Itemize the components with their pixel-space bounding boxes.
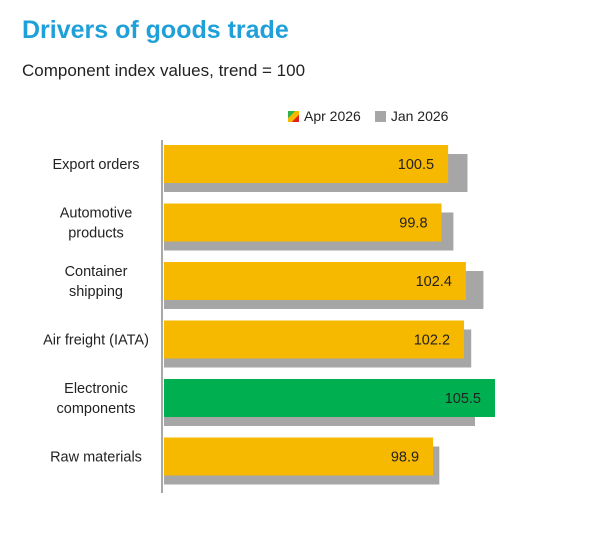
legend-item-current: Apr 2026 — [288, 108, 361, 124]
category-label-line: Container — [65, 264, 128, 280]
bar-apr-2026 — [164, 203, 442, 242]
bar-value-label: 105.5 — [445, 391, 481, 407]
category-label-line: products — [68, 226, 124, 242]
current-bars-group — [164, 145, 495, 476]
chart-subtitle: Component index values, trend = 100 — [22, 61, 306, 80]
bar-apr-2026 — [164, 145, 449, 183]
legend-swatch-prior — [374, 110, 386, 122]
chart-title: Drivers of goods trade — [22, 16, 289, 44]
bar-apr-2026 — [164, 437, 434, 476]
bar-value-label: 102.2 — [414, 333, 450, 349]
value-labels-group: 100.5 99.8 102.4 102.2 105.5 98.9 — [391, 157, 481, 466]
legend-label-current: Apr 2026 — [304, 108, 361, 124]
category-label-line: shipping — [69, 284, 123, 300]
bar-value-label: 100.5 — [398, 157, 434, 173]
category-label-line: Automotive — [60, 206, 133, 222]
legend: Apr 2026 Jan 2026 — [288, 108, 462, 124]
category-label: Electronic components — [57, 381, 136, 417]
bar-apr-2026 — [164, 379, 495, 417]
legend-swatch-current — [288, 110, 299, 122]
bar-apr-2026 — [164, 320, 465, 359]
category-label-line: Air freight (IATA) — [43, 333, 149, 349]
category-label: Automotive products — [60, 206, 133, 242]
category-label: Raw materials — [50, 450, 142, 466]
bar-value-label: 102.4 — [416, 274, 452, 290]
category-label-line: Raw materials — [50, 450, 142, 466]
category-label-line: Electronic — [64, 381, 128, 397]
category-label: Container shipping — [65, 264, 128, 300]
legend-label-prior: Jan 2026 — [390, 108, 449, 124]
category-labels-group: Export orders Automotive products Container… — [43, 157, 149, 466]
bar-value-label: 99.8 — [399, 216, 427, 232]
bar-value-label: 98.9 — [391, 450, 419, 466]
bar-apr-2026 — [164, 262, 466, 300]
category-label-line: components — [57, 401, 136, 417]
category-label: Air freight (IATA) — [43, 333, 149, 349]
category-label: Export orders — [52, 157, 139, 173]
legend-item-prior: Jan 2026 — [374, 108, 449, 124]
category-label-line: Export orders — [52, 157, 139, 173]
